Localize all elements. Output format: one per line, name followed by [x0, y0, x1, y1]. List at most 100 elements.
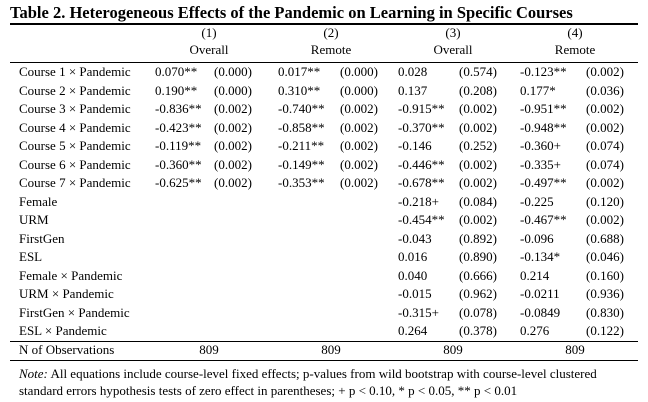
- pvalue-cell: (0.002): [586, 119, 624, 135]
- pvalue-cell: (0.000): [340, 82, 378, 98]
- pvalue-cell: (0.002): [586, 64, 624, 79]
- observations-value: 809: [565, 342, 585, 357]
- pvalue-cell: (0.046): [586, 249, 624, 264]
- coefficient-cell: 0.070**: [155, 64, 198, 79]
- coefficient-cell: -0.678**: [398, 175, 445, 190]
- table-row: Course 6 × Pandemic -0.360** (0.002) -0.149…: [0, 157, 648, 175]
- row-label: FirstGen: [19, 230, 65, 246]
- observations-row: N of Observations 809 809 809 809: [0, 342, 648, 360]
- coefficient-cell: -0.454**: [398, 212, 445, 227]
- pvalue-cell: (0.160): [586, 267, 624, 283]
- note-prefix: Note:: [19, 366, 48, 381]
- coefficient-cell: -0.218+: [398, 193, 439, 209]
- coefficient-cell: 0.190**: [155, 82, 198, 98]
- row-label: URM: [19, 212, 49, 227]
- pvalue-cell: (0.892): [459, 230, 497, 246]
- row-label: Course 3 × Pandemic: [19, 101, 131, 116]
- column-label: Remote: [310, 42, 352, 57]
- note-text: All equations include course-level fixed…: [19, 366, 597, 398]
- table-title: Table 2. Heterogeneous Effects of the Pa…: [10, 3, 573, 22]
- row-label: Course 2 × Pandemic: [19, 82, 131, 98]
- pvalue-cell: (0.002): [586, 101, 624, 116]
- coefficient-cell: 0.214: [520, 267, 550, 283]
- row-label: Course 7 × Pandemic: [19, 175, 131, 190]
- coefficient-cell: -0.353**: [278, 175, 325, 190]
- pvalue-cell: (0.036): [586, 82, 624, 98]
- obs-rule: [10, 341, 638, 342]
- pvalue-cell: (0.666): [459, 267, 497, 283]
- pvalue-cell: (0.000): [340, 64, 378, 79]
- pvalue-cell: (0.084): [459, 193, 497, 209]
- table-row: Course 2 × Pandemic 0.190** (0.000) 0.310**…: [0, 83, 648, 101]
- column-label: Overall: [433, 42, 473, 57]
- pvalue-cell: (0.002): [586, 175, 624, 190]
- table-row: ESL × Pandemic 0.264 (0.378) 0.276 (0.122): [0, 323, 648, 341]
- coefficient-cell: -0.951**: [520, 101, 567, 116]
- row-label: Female × Pandemic: [19, 267, 123, 283]
- pvalue-cell: (0.002): [340, 119, 378, 135]
- coefficient-cell: 0.137: [398, 82, 428, 98]
- pvalue-cell: (0.002): [340, 156, 378, 172]
- coefficient-cell: -0.948**: [520, 119, 567, 135]
- pvalue-cell: (0.002): [459, 119, 497, 135]
- pvalue-cell: (0.574): [459, 64, 497, 79]
- pvalue-cell: (0.208): [459, 82, 497, 98]
- table-row: FirstGen -0.043 (0.892) -0.096 (0.688): [0, 231, 648, 249]
- row-label: Course 4 × Pandemic: [19, 119, 131, 135]
- coefficient-cell: -0.497**: [520, 175, 567, 190]
- row-label: ESL: [19, 249, 43, 264]
- pvalue-cell: (0.962): [459, 286, 497, 301]
- coefficient-cell: -0.335+: [520, 156, 561, 172]
- coefficient-cell: 0.264: [398, 323, 428, 338]
- pvalue-cell: (0.074): [586, 138, 624, 153]
- coefficient-cell: -0.149**: [278, 156, 325, 172]
- observations-value: 809: [443, 342, 463, 357]
- pvalue-cell: (0.002): [459, 156, 497, 172]
- coefficient-cell: 0.177*: [520, 82, 556, 98]
- coefficient-cell: -0.446**: [398, 156, 445, 172]
- pvalue-cell: (0.002): [459, 101, 497, 116]
- coefficient-cell: -0.096: [520, 230, 554, 246]
- coefficient-cell: -0.134*: [520, 249, 561, 264]
- table-row: ESL 0.016 (0.890) -0.134* (0.046): [0, 249, 648, 267]
- coefficient-cell: -0.0211: [520, 286, 560, 301]
- table-row: URM × Pandemic -0.015 (0.962) -0.0211 (0.936…: [0, 286, 648, 304]
- coefficient-cell: -0.0849: [520, 304, 561, 320]
- column-number: (2): [323, 25, 339, 40]
- observations-label: N of Observations: [19, 342, 115, 357]
- pvalue-cell: (0.078): [459, 304, 497, 320]
- coefficient-cell: 0.040: [398, 267, 428, 283]
- row-label: Female: [19, 193, 58, 209]
- row-label: URM × Pandemic: [19, 286, 114, 301]
- row-label: Course 1 × Pandemic: [19, 64, 131, 79]
- coefficient-cell: -0.625**: [155, 175, 202, 190]
- coefficient-cell: 0.017**: [278, 64, 321, 79]
- row-label: FirstGen × Pandemic: [19, 304, 130, 320]
- pvalue-cell: (0.002): [586, 212, 624, 227]
- table-row: Course 3 × Pandemic -0.836** (0.002) -0.740…: [0, 101, 648, 119]
- coefficient-cell: -0.211**: [278, 138, 325, 153]
- pvalue-cell: (0.002): [214, 119, 252, 135]
- coefficient-cell: -0.043: [398, 230, 432, 246]
- table-row: Female -0.218+ (0.084) -0.225 (0.120): [0, 194, 648, 212]
- coefficient-cell: 0.028: [398, 64, 428, 79]
- pvalue-cell: (0.002): [214, 101, 252, 116]
- table-row: URM -0.454** (0.002) -0.467** (0.002): [0, 212, 648, 230]
- pvalue-cell: (0.000): [214, 82, 252, 98]
- pvalue-cell: (0.002): [340, 175, 378, 190]
- pvalue-cell: (0.002): [340, 138, 378, 153]
- table-note: Note: All equations include course-level…: [19, 365, 634, 399]
- column-label: Remote: [554, 42, 596, 57]
- coefficient-cell: -0.225: [520, 193, 554, 209]
- row-label: Course 6 × Pandemic: [19, 156, 131, 172]
- table-row: Female × Pandemic 0.040 (0.666) 0.214 (0.160…: [0, 268, 648, 286]
- coefficient-cell: -0.423**: [155, 119, 202, 135]
- table-row: Course 1 × Pandemic 0.070** (0.000) 0.017**…: [0, 64, 648, 82]
- coefficient-cell: -0.360+: [520, 138, 561, 153]
- column-label: Overall: [189, 42, 229, 57]
- pvalue-cell: (0.252): [459, 138, 497, 153]
- pvalue-cell: (0.000): [214, 64, 252, 79]
- coefficient-cell: 0.310**: [278, 82, 321, 98]
- pvalue-cell: (0.890): [459, 249, 497, 264]
- table-row: Course 5 × Pandemic -0.119** (0.002) -0.211…: [0, 138, 648, 156]
